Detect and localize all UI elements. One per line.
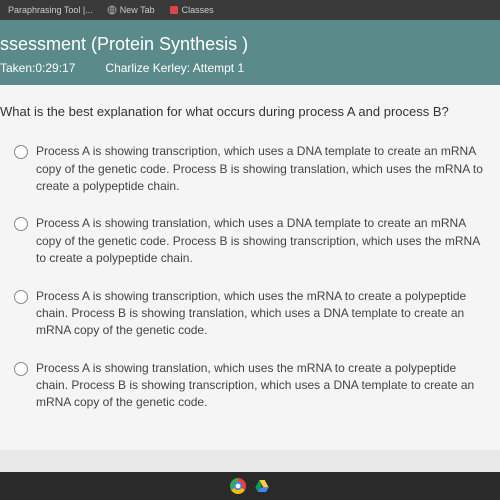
answer-option[interactable]: Process A is showing transcription, whic…	[0, 288, 490, 340]
student-attempt: Charlize Kerley: Attempt 1	[105, 61, 244, 75]
answer-option[interactable]: Process A is showing translation, which …	[0, 215, 490, 267]
radio-icon[interactable]	[14, 217, 28, 231]
time-taken: Taken:0:29:17	[0, 61, 75, 75]
radio-icon[interactable]	[14, 145, 28, 159]
option-text: Process A is showing translation, which …	[36, 360, 490, 412]
browser-tab[interactable]: Classes	[165, 3, 218, 17]
assessment-header: ssessment (Protein Synthesis ) Taken:0:2…	[0, 20, 500, 85]
option-text: Process A is showing translation, which …	[36, 215, 490, 267]
tab-label: New Tab	[120, 5, 155, 15]
app-icon	[169, 5, 179, 15]
assessment-meta: Taken:0:29:17 Charlize Kerley: Attempt 1	[0, 61, 490, 75]
option-text: Process A is showing transcription, whic…	[36, 288, 490, 340]
google-drive-icon[interactable]	[253, 477, 271, 495]
browser-tab[interactable]: New Tab	[103, 3, 159, 17]
page-title: ssessment (Protein Synthesis )	[0, 34, 490, 55]
answer-option[interactable]: Process A is showing transcription, whic…	[0, 143, 490, 195]
taskbar	[0, 472, 500, 500]
question-area: What is the best explanation for what oc…	[0, 85, 500, 450]
tab-label: Paraphrasing Tool |...	[8, 5, 93, 15]
radio-icon[interactable]	[14, 362, 28, 376]
chrome-icon[interactable]	[229, 477, 247, 495]
browser-tab-bar: Paraphrasing Tool |... New Tab Classes	[0, 0, 500, 20]
tab-label: Classes	[182, 5, 214, 15]
browser-tab[interactable]: Paraphrasing Tool |...	[4, 3, 97, 17]
question-prompt: What is the best explanation for what oc…	[0, 103, 490, 121]
radio-icon[interactable]	[14, 290, 28, 304]
globe-icon	[107, 5, 117, 15]
answer-option[interactable]: Process A is showing translation, which …	[0, 360, 490, 412]
option-text: Process A is showing transcription, whic…	[36, 143, 490, 195]
